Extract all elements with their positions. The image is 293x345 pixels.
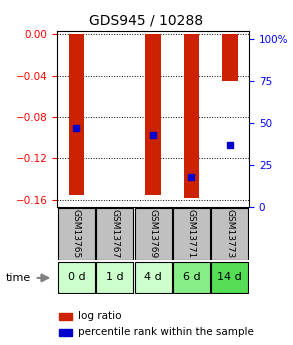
Bar [59,313,72,319]
Text: percentile rank within the sample: percentile rank within the sample [78,327,254,337]
Text: GSM13769: GSM13769 [149,209,158,258]
Bar [135,208,171,260]
Text: GDS945 / 10288: GDS945 / 10288 [89,14,204,28]
Text: 6 d: 6 d [183,272,200,282]
Text: time: time [6,274,31,283]
Text: GSM13765: GSM13765 [72,209,81,258]
Bar [58,262,95,293]
Bar [173,262,210,293]
Bar [69,34,84,195]
Bar [173,208,210,260]
Text: GSM13771: GSM13771 [187,209,196,258]
Bar [212,208,248,260]
Bar [58,208,95,260]
Text: GSM13767: GSM13767 [110,209,119,258]
Bar [145,34,161,195]
Text: 14 d: 14 d [217,272,242,282]
Text: 1 d: 1 d [106,272,124,282]
Text: 4 d: 4 d [144,272,162,282]
Text: 0 d: 0 d [67,272,85,282]
Bar [135,262,171,293]
Bar [96,208,133,260]
Bar [212,262,248,293]
Text: GSM13773: GSM13773 [225,209,234,258]
Bar [96,262,133,293]
Bar [222,34,238,81]
Text: log ratio: log ratio [78,311,122,321]
Bar [184,34,199,198]
Bar [59,329,72,336]
